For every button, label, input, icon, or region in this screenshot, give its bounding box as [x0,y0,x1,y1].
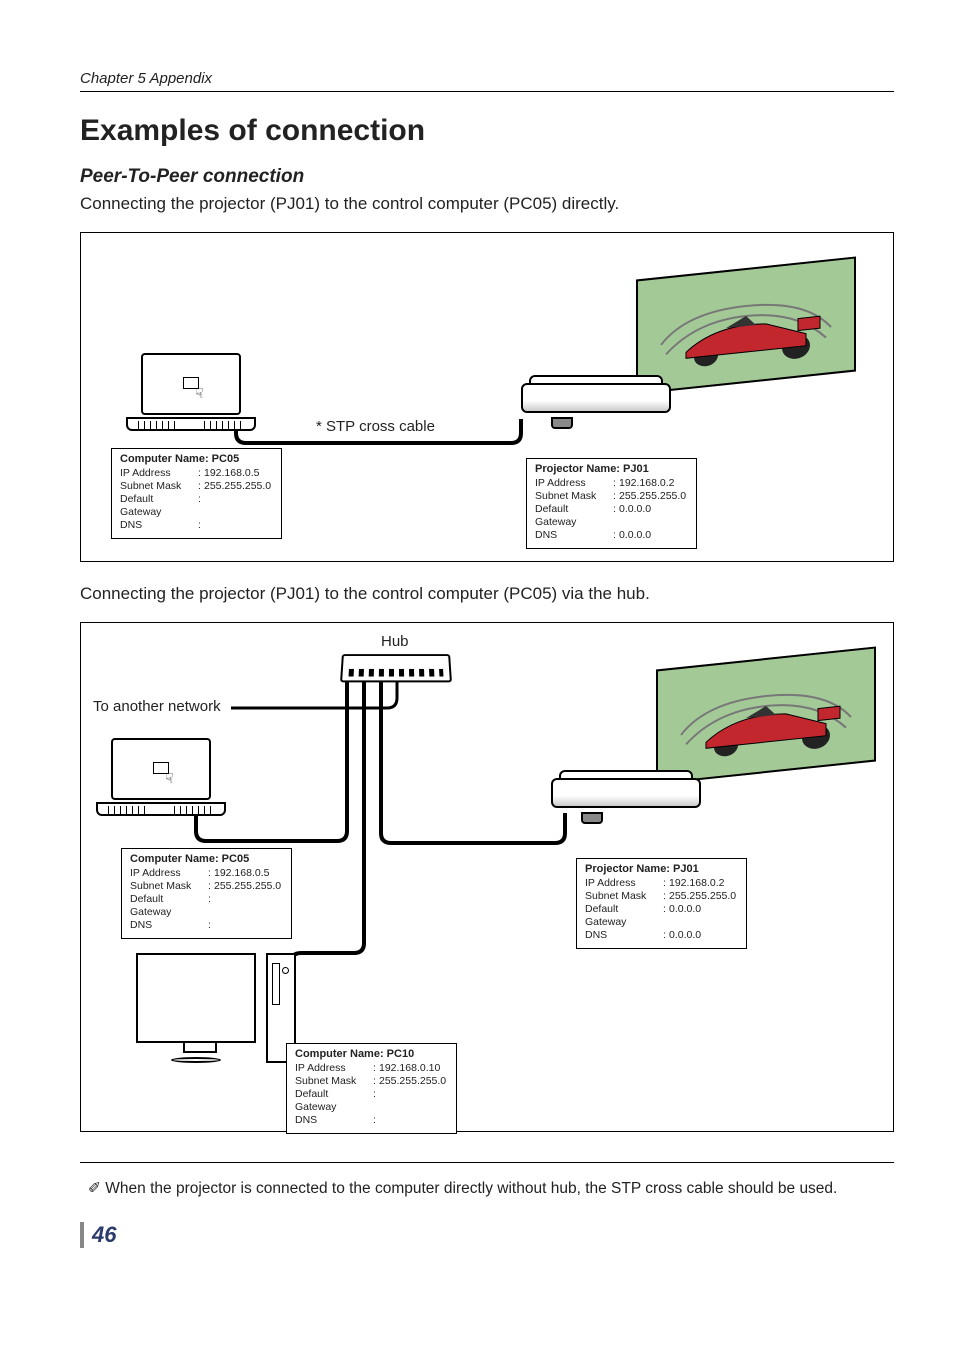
racecar-illustration [656,276,836,375]
v: 255.255.255.0 [619,490,688,503]
card-title: Computer Name: PC05 [120,453,273,467]
hub-device [340,654,452,682]
k: Subnet Mask [585,890,663,903]
v [214,919,283,932]
info-card-pc05-2: Computer Name: PC05 IP Address:192.168.0… [121,848,292,939]
page-number: 46 [80,1222,894,1248]
info-card-pj01: Projector Name: PJ01 IP Address:192.168.… [526,458,697,549]
v: 0.0.0.0 [619,529,688,542]
k: Default Gateway [295,1088,373,1114]
k: Default Gateway [120,493,198,519]
laptop-pc05-2: ☟ [111,738,226,816]
v: 192.168.0.2 [669,877,738,890]
info-card-pc05: Computer Name: PC05 IP Address:192.168.0… [111,448,282,539]
footnote-rule [80,1162,894,1163]
card-title: Computer Name: PC05 [130,853,283,867]
desktop-pc10 [136,953,256,1063]
v: 0.0.0.0 [619,503,688,529]
projector-pj01 [521,383,671,423]
v: 0.0.0.0 [669,903,738,929]
k: Subnet Mask [130,880,208,893]
v [214,893,283,919]
page-title: Examples of connection [80,114,894,148]
k: DNS [535,529,613,542]
v: 255.255.255.0 [204,480,273,493]
v: 255.255.255.0 [669,890,738,903]
diagram-hub: Hub To another network ☟ Compute [80,622,894,1132]
chapter-header: Chapter 5 Appendix [80,70,894,92]
laptop-pc05: ☟ [141,353,256,431]
v: 192.168.0.5 [204,467,273,480]
v [204,519,273,532]
projection-screen [636,256,856,394]
k: IP Address [295,1062,373,1075]
racecar-illustration-2 [676,666,856,765]
k: DNS [295,1114,373,1127]
k: IP Address [585,877,663,890]
v [204,493,273,519]
projector-pj01-2 [551,778,701,818]
v: 255.255.255.0 [214,880,283,893]
card-title: Computer Name: PC10 [295,1048,448,1062]
k: DNS [120,519,198,532]
k: DNS [585,929,663,942]
v: 192.168.0.5 [214,867,283,880]
info-card-pc10: Computer Name: PC10 IP Address:192.168.0… [286,1043,457,1134]
k: Subnet Mask [535,490,613,503]
section1-text: Connecting the projector (PJ01) to the c… [80,194,894,214]
k: Default Gateway [130,893,208,919]
card-title: Projector Name: PJ01 [585,863,738,877]
k: IP Address [120,467,198,480]
cable-label: * STP cross cable [316,418,435,435]
k: Subnet Mask [295,1075,373,1088]
footnote-text: ✐ When the projector is connected to the… [80,1179,894,1198]
hub-label: Hub [381,633,409,650]
k: Subnet Mask [120,480,198,493]
k: IP Address [130,867,208,880]
k: IP Address [535,477,613,490]
k: Default Gateway [585,903,663,929]
k: Default Gateway [535,503,613,529]
v [379,1114,448,1127]
v [379,1088,448,1114]
v: 192.168.0.10 [379,1062,448,1075]
section2-text: Connecting the projector (PJ01) to the c… [80,584,894,604]
v: 192.168.0.2 [619,477,688,490]
projection-screen-2 [656,646,876,784]
diagram-p2p: ☟ * STP cross cable Computer Name: PC05 … [80,232,894,562]
k: DNS [130,919,208,932]
v: 255.255.255.0 [379,1075,448,1088]
another-network-label: To another network [93,698,221,715]
info-card-pj01-2: Projector Name: PJ01 IP Address:192.168.… [576,858,747,949]
section-heading-p2p: Peer-To-Peer connection [80,166,894,188]
v: 0.0.0.0 [669,929,738,942]
card-title: Projector Name: PJ01 [535,463,688,477]
